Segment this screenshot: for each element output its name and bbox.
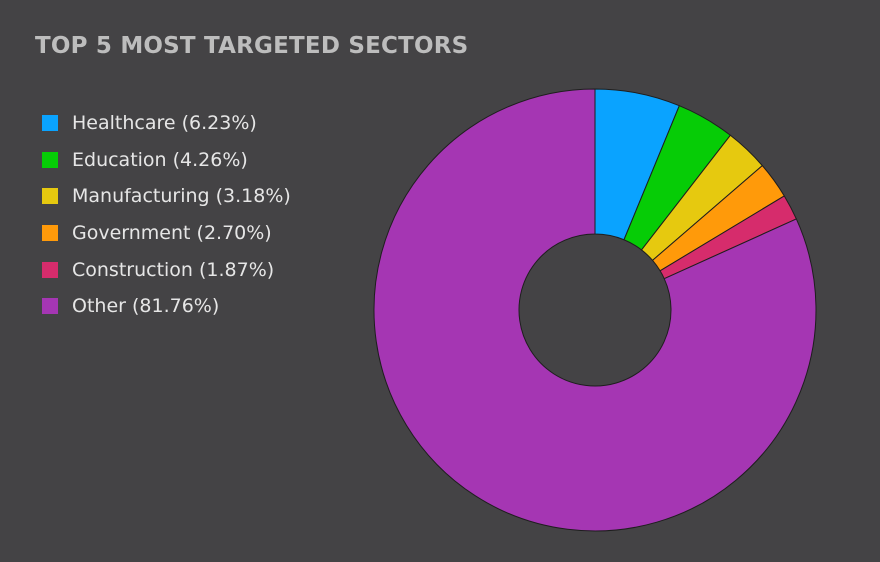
legend-label-healthcare: Healthcare (6.23%) xyxy=(72,112,257,135)
legend-swatch-government xyxy=(42,225,58,242)
legend: Healthcare (6.23%) Education (4.26%) Man… xyxy=(42,105,291,325)
legend-item-manufacturing[interactable]: Manufacturing (3.18%) xyxy=(42,178,291,215)
legend-swatch-healthcare xyxy=(42,115,58,132)
legend-swatch-education xyxy=(42,151,58,168)
legend-label-construction: Construction (1.87%) xyxy=(72,258,275,281)
chart-title: TOP 5 MOST TARGETED SECTORS xyxy=(35,33,469,59)
legend-item-other[interactable]: Other (81.76%) xyxy=(42,288,291,325)
legend-item-construction[interactable]: Construction (1.87%) xyxy=(42,251,291,288)
legend-item-government[interactable]: Government (2.70%) xyxy=(42,215,291,252)
legend-label-government: Government (2.70%) xyxy=(72,222,272,245)
legend-label-manufacturing: Manufacturing (3.18%) xyxy=(72,185,291,208)
legend-item-education[interactable]: Education (4.26%) xyxy=(42,142,291,179)
legend-swatch-manufacturing xyxy=(42,188,58,205)
slice-other[interactable] xyxy=(373,88,817,532)
legend-swatch-construction xyxy=(42,261,58,278)
legend-item-healthcare[interactable]: Healthcare (6.23%) xyxy=(42,105,291,142)
legend-label-other: Other (81.76%) xyxy=(72,295,220,318)
legend-swatch-other xyxy=(42,298,58,315)
legend-label-education: Education (4.26%) xyxy=(72,148,248,171)
